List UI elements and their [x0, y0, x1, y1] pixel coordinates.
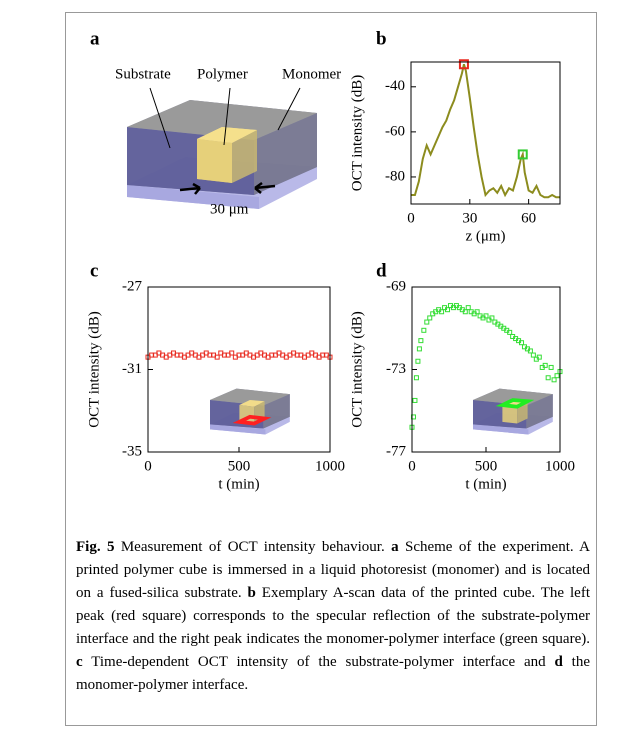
x-tick-label: 0: [407, 210, 415, 226]
y-tick-label: -60: [385, 123, 405, 139]
y-tick-label: -35: [122, 443, 142, 459]
panel-letter: b: [376, 28, 387, 49]
data-point: [418, 338, 424, 344]
data-point: [412, 397, 418, 403]
data-point: [229, 350, 235, 356]
leader-line: [149, 87, 171, 149]
arrow: [179, 182, 201, 195]
plot-frame: [410, 61, 561, 205]
data-point: [427, 315, 433, 321]
inset: [210, 388, 290, 435]
y-tick-label: -27: [122, 278, 142, 294]
scale-label: 30 μm: [210, 201, 249, 217]
caption-text: Measurement of OCT intensity behaviour.: [114, 539, 392, 555]
data-point: [519, 340, 525, 346]
x-tick-label: 500: [228, 458, 251, 474]
label: Substrate: [115, 66, 171, 82]
data-point: [445, 307, 451, 313]
data-point: [462, 309, 468, 315]
panel-letter: d: [376, 260, 387, 281]
data-point: [416, 346, 422, 352]
x-axis-label: t (min): [465, 476, 506, 492]
x-tick-label: 30: [462, 210, 477, 226]
x-axis-label: t (min): [218, 476, 259, 492]
peak-marker: [458, 59, 469, 70]
cube-front: [197, 139, 232, 183]
data-point: [542, 362, 548, 368]
inset: [473, 388, 553, 435]
data-point: [530, 352, 536, 358]
plot-frame: [147, 286, 331, 453]
y-tick-label: -31: [122, 361, 142, 377]
figure-frame: [65, 12, 597, 726]
data-point: [424, 319, 430, 325]
data-point: [551, 377, 557, 383]
figure: a Substrate Polymer Monomer 30 μm b OCT i…: [86, 28, 575, 492]
y-axis-label: OCT intensity (dB): [349, 311, 365, 427]
peak-marker: [517, 149, 528, 160]
caption-text: Fig. 5: [76, 539, 115, 555]
panel-letter: c: [90, 260, 98, 281]
caption-text: a: [391, 539, 399, 555]
data-point: [554, 373, 560, 379]
data-point: [483, 313, 489, 319]
x-axis-label: z (μm): [465, 228, 505, 244]
x-tick-label: 1000: [315, 458, 345, 474]
label: Monomer: [282, 66, 341, 82]
caption-text: Scheme of the experiment. A printed poly…: [76, 539, 590, 601]
data-line: [411, 63, 560, 199]
caption-text: the monomer-polymer interface.: [76, 654, 591, 693]
x-tick-label: 500: [475, 458, 498, 474]
data-point: [214, 354, 220, 360]
y-axis-label: OCT intensity (dB): [349, 75, 365, 191]
leader-line: [223, 87, 231, 146]
caption: Fig. 5 Measurement of OCT intensity beha…: [76, 536, 590, 697]
data-point: [536, 354, 542, 360]
y-axis-label: OCT intensity (dB): [86, 311, 102, 427]
data-point: [465, 305, 471, 311]
data-point: [474, 309, 480, 315]
data-point: [421, 327, 427, 333]
data-point: [545, 375, 551, 381]
panel-letter: a: [90, 28, 100, 49]
leader-line: [277, 87, 301, 131]
caption-text: c: [76, 654, 83, 670]
caption-text: Exemplary A-scan data of the printed cub…: [76, 585, 590, 647]
y-tick-label: -73: [386, 361, 406, 377]
x-tick-label: 0: [144, 458, 152, 474]
data-point: [489, 315, 495, 321]
y-tick-label: -69: [386, 278, 406, 294]
x-tick-label: 0: [408, 458, 416, 474]
y-tick-label: -77: [386, 443, 406, 459]
data-point: [413, 375, 419, 381]
data-point: [410, 414, 416, 420]
cube-top: [197, 127, 257, 143]
y-tick-label: -80: [385, 168, 405, 184]
caption-text: d: [554, 654, 563, 670]
label: Polymer: [197, 66, 248, 82]
data-point: [415, 358, 421, 364]
arrow: [254, 181, 276, 194]
plot-frame: [411, 286, 561, 453]
x-tick-label: 60: [521, 210, 536, 226]
data-point: [507, 329, 513, 335]
data-point: [527, 348, 533, 354]
y-tick-label: -40: [385, 78, 405, 94]
data-point: [548, 364, 554, 370]
caption-text: Time-dependent OCT intensity of the subs…: [82, 654, 555, 670]
caption-text: b: [247, 585, 256, 601]
x-tick-label: 1000: [545, 458, 575, 474]
data-point: [439, 309, 445, 315]
